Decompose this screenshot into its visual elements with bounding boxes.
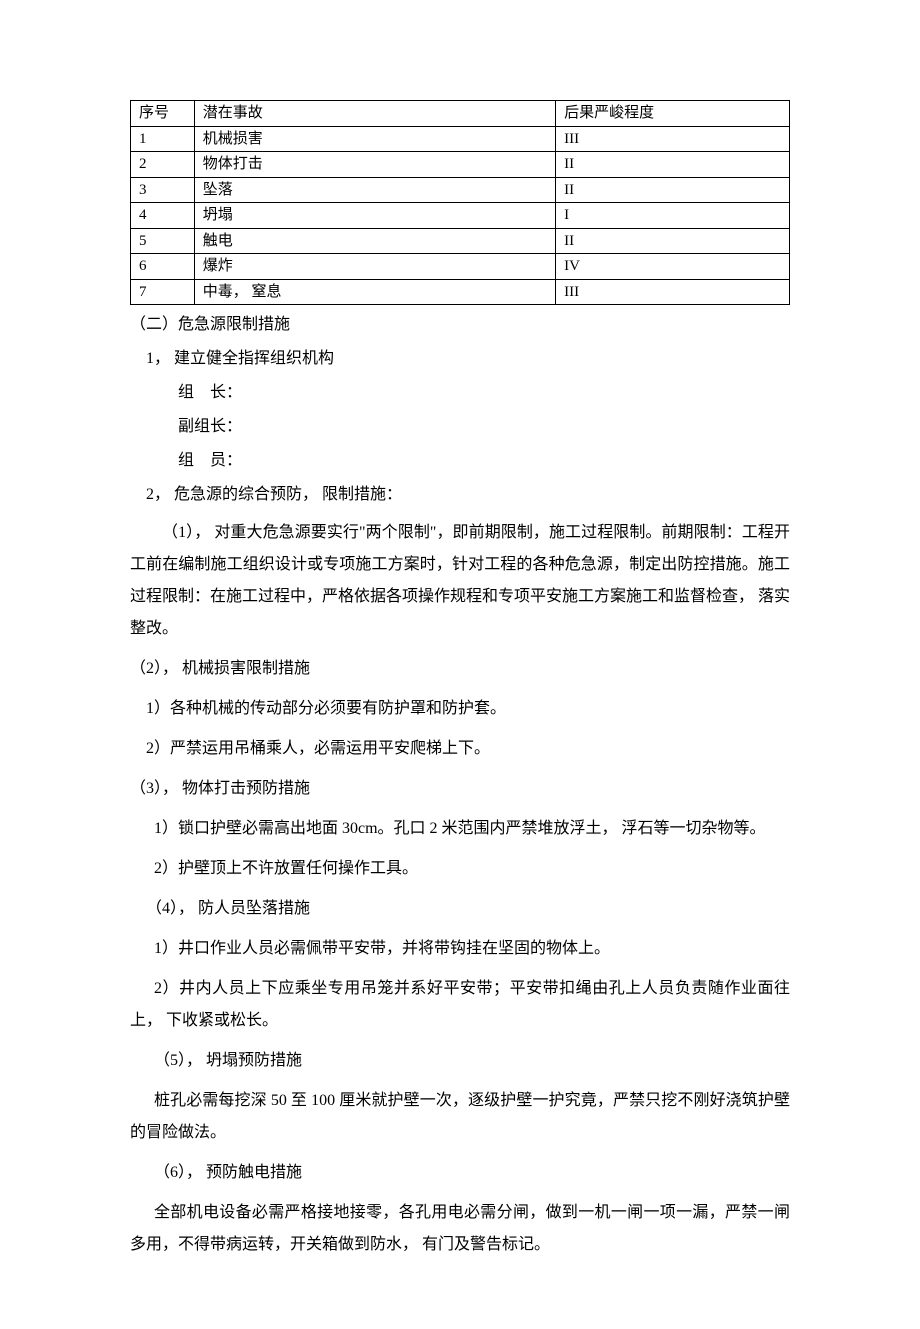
cell-hazard: 坍塌 <box>194 203 555 229</box>
cell-hazard: 物体打击 <box>194 152 555 178</box>
item2-p3-title: （3）， 物体打击预防措施 <box>130 773 790 805</box>
item2-p5-title: （5）， 坍塌预防措施 <box>130 1045 790 1077</box>
item2-p1: （1）， 对重大危急源要实行"两个限制"，即前期限制，施工过程限制。前期限制：工… <box>130 517 790 645</box>
item2-p4-title: （4）， 防人员坠落措施 <box>130 893 790 925</box>
cell-severity: III <box>556 126 790 152</box>
cell-hazard: 触电 <box>194 228 555 254</box>
item2-title: 2， 危急源的综合预防， 限制措施： <box>130 483 790 507</box>
item2-p4-a: 1）井口作业人员必需佩带平安带，并将带钩挂在坚固的物体上。 <box>130 933 790 965</box>
cell-seq: 4 <box>131 203 195 229</box>
cell-severity: II <box>556 152 790 178</box>
item2-p6-title: （6）， 预防触电措施 <box>130 1157 790 1189</box>
item2-p6-a: 全部机电设备必需严格接地接零，各孔用电必需分闸，做到一机一闸一项一漏，严禁一闸多… <box>130 1197 790 1261</box>
header-severity: 后果严峻程度 <box>556 101 790 127</box>
header-hazard: 潜在事故 <box>194 101 555 127</box>
item2-p3-b: 2）护壁顶上不许放置任何操作工具。 <box>130 853 790 885</box>
cell-seq: 2 <box>131 152 195 178</box>
cell-severity: I <box>556 203 790 229</box>
table-row: 2 物体打击 II <box>131 152 790 178</box>
table-row: 4 坍塌 I <box>131 203 790 229</box>
item2-p3-a: 1）锁口护壁必需高出地面 30cm。孔口 2 米范围内严禁堆放浮土， 浮石等一切… <box>130 813 790 845</box>
table-row: 1 机械损害 III <box>131 126 790 152</box>
cell-hazard: 机械损害 <box>194 126 555 152</box>
item2-p5-a: 桩孔必需每挖深 50 至 100 厘米就护壁一次，逐级护壁一护究竟，严禁只挖不刚… <box>130 1085 790 1149</box>
cell-hazard: 坠落 <box>194 177 555 203</box>
cell-hazard: 爆炸 <box>194 254 555 280</box>
table-row: 6 爆炸 IV <box>131 254 790 280</box>
item1-leader: 组 长： <box>130 381 790 405</box>
section-heading: （二）危急源限制措施 <box>130 313 790 337</box>
cell-seq: 7 <box>131 279 195 305</box>
item1-deputy: 副组长： <box>130 415 790 439</box>
table-header-row: 序号 潜在事故 后果严峻程度 <box>131 101 790 127</box>
item1-title: 1， 建立健全指挥组织机构 <box>130 347 790 371</box>
item2-p2-a: 1）各种机械的传动部分必须要有防护罩和防护套。 <box>130 693 790 725</box>
cell-seq: 1 <box>131 126 195 152</box>
cell-severity: IV <box>556 254 790 280</box>
cell-severity: II <box>556 177 790 203</box>
cell-severity: II <box>556 228 790 254</box>
cell-severity: III <box>556 279 790 305</box>
item2-p2-b: 2）严禁运用吊桶乘人，必需运用平安爬梯上下。 <box>130 733 790 765</box>
table-row: 5 触电 II <box>131 228 790 254</box>
cell-seq: 5 <box>131 228 195 254</box>
hazard-table: 序号 潜在事故 后果严峻程度 1 机械损害 III 2 物体打击 II 3 坠落… <box>130 100 790 305</box>
cell-hazard: 中毒， 窒息 <box>194 279 555 305</box>
cell-seq: 3 <box>131 177 195 203</box>
item2-p4-b: 2）井内人员上下应乘坐专用吊笼并系好平安带；平安带扣绳由孔上人员负责随作业面往上… <box>130 973 790 1037</box>
table-row: 7 中毒， 窒息 III <box>131 279 790 305</box>
cell-seq: 6 <box>131 254 195 280</box>
header-seq: 序号 <box>131 101 195 127</box>
item1-member: 组 员： <box>130 449 790 473</box>
table-row: 3 坠落 II <box>131 177 790 203</box>
item2-p2-title: （2）， 机械损害限制措施 <box>130 653 790 685</box>
